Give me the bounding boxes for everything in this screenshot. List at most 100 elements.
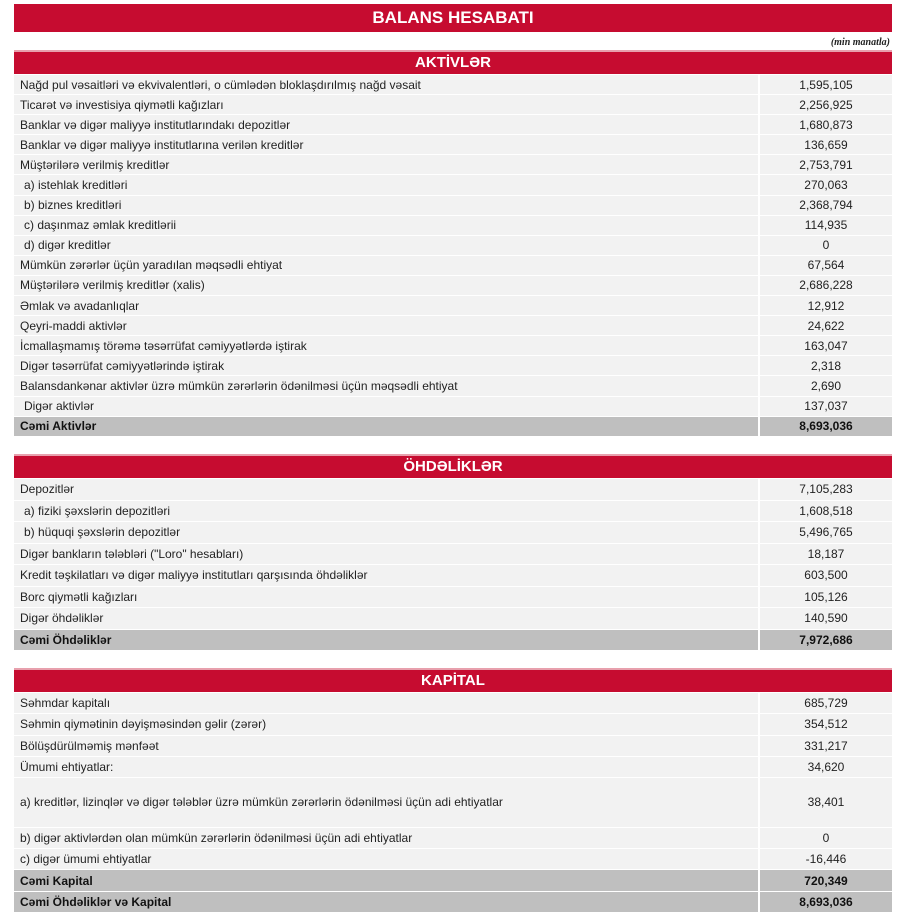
row-label: Qeyri-maddi aktivlər [14, 316, 758, 336]
row-label: Ticarət və investisiya qiymətli kağızlar… [14, 95, 758, 115]
row-label: Bölüşdürülməmiş mənfəət [14, 735, 758, 756]
row-value: 105,126 [760, 586, 892, 607]
table-row: Müştərilərə verilmiş kreditlər 2,753,791 [14, 155, 892, 175]
table-row: b) biznes kreditləri 2,368,794 [14, 195, 892, 215]
row-label: Banklar və digər maliyyə institutlarına … [14, 135, 758, 155]
row-label: Cəmi Kapital [14, 870, 758, 891]
table-row: Digər təsərrüfat cəmiyyətlərində iştirak… [14, 356, 892, 376]
row-label: b) biznes kreditləri [14, 195, 758, 215]
table-row: Bölüşdürülməmiş mənfəət 331,217 [14, 735, 892, 756]
row-label: Digər öhdəliklər [14, 608, 758, 629]
row-label: Nağd pul vəsaitləri və ekvivalentləri, o… [14, 75, 758, 95]
total-row: Cəmi Öhdəliklər və Kapital 8,693,036 [14, 891, 892, 912]
table-row: Banklar və digər maliyyə institutlarına … [14, 135, 892, 155]
row-label: Banklar və digər maliyyə institutlarında… [14, 115, 758, 135]
table-row: Səhmin qiymətinin dəyişməsindən gəlir (z… [14, 714, 892, 735]
row-label: Digər bankların tələbləri ("Loro" hesabl… [14, 543, 758, 564]
table-row: Qeyri-maddi aktivlər 24,622 [14, 316, 892, 336]
table-row: a) kreditlər, lizinqlər və digər tələblə… [14, 778, 892, 827]
row-value: 685,729 [760, 693, 892, 714]
section-header: KAPİTAL [14, 668, 892, 692]
section-liabilities: ÖHDƏLİKLƏR Depozitlər 7,105,283 a) fiziki ş… [14, 454, 892, 650]
total-row: Cəmi Öhdəliklər 7,972,686 [14, 629, 892, 650]
table-row: Mümkün zərərlər üçün yaradılan məqsədli … [14, 255, 892, 275]
table-row: c) daşınmaz əmlak kreditlərii 114,935 [14, 215, 892, 235]
row-label: Kredit təşkilatları və digər maliyyə ins… [14, 565, 758, 586]
row-value: 0 [760, 235, 892, 255]
row-label: Depozitlər [14, 479, 758, 500]
row-value: 2,368,794 [760, 195, 892, 215]
row-label: c) daşınmaz əmlak kreditlərii [14, 215, 758, 235]
row-label: a) istehlak kreditləri [14, 175, 758, 195]
table-row: Digər öhdəliklər 140,590 [14, 608, 892, 629]
row-label: Səhmdar kapitalı [14, 693, 758, 714]
row-label: b) hüquqi şəxslərin depozitlər [14, 522, 758, 543]
row-value: 1,595,105 [760, 75, 892, 95]
row-label: Əmlak və avadanlıqlar [14, 296, 758, 316]
row-value: 5,496,765 [760, 522, 892, 543]
table-row: Borc qiymətli kağızları 105,126 [14, 586, 892, 607]
row-label: Digər təsərrüfat cəmiyyətlərində iştirak [14, 356, 758, 376]
row-label: a) fiziki şəxslərin depozitləri [14, 500, 758, 521]
table-row: d) digər kreditlər 0 [14, 235, 892, 255]
section-capital: KAPİTAL Səhmdar kapitalı 685,729 Səhmin qiy… [14, 668, 892, 912]
table-row: b) digər aktivlərdən olan mümkün zərərlə… [14, 827, 892, 849]
row-value: 24,622 [760, 316, 892, 336]
row-value: 2,686,228 [760, 275, 892, 296]
row-value: 8,693,036 [760, 891, 892, 912]
row-value: 331,217 [760, 735, 892, 756]
table-row: Ticarət və investisiya qiymətli kağızlar… [14, 95, 892, 115]
row-value: 1,608,518 [760, 500, 892, 521]
row-value: 163,047 [760, 336, 892, 356]
row-value: 8,693,036 [760, 416, 892, 436]
row-value: 7,972,686 [760, 629, 892, 650]
row-value: 2,318 [760, 356, 892, 376]
table-row: Digər aktivlər 137,037 [14, 396, 892, 416]
row-label: b) digər aktivlərdən olan mümkün zərərlə… [14, 827, 758, 849]
row-value: 114,935 [760, 215, 892, 235]
table-row: Depozitlər 7,105,283 [14, 479, 892, 500]
table-row: İcmallaşmamış törəmə təsərrüfat cəmiyyət… [14, 336, 892, 356]
row-label: İcmallaşmamış törəmə təsərrüfat cəmiyyət… [14, 336, 758, 356]
row-value: 67,564 [760, 255, 892, 275]
section-assets: AKTİVLƏR Nağd pul vəsaitləri və ekvivalen… [14, 50, 892, 436]
row-value: 34,620 [760, 756, 892, 778]
unit-note: (min manatla) [830, 37, 890, 48]
row-value: 7,105,283 [760, 479, 892, 500]
table-row: Ümumi ehtiyatlar: 34,620 [14, 756, 892, 778]
row-value: 2,753,791 [760, 155, 892, 175]
row-value: 354,512 [760, 714, 892, 735]
row-label: a) kreditlər, lizinqlər və digər tələblə… [14, 778, 758, 827]
row-label: Cəmi Aktivlər [14, 416, 758, 436]
row-label: Cəmi Öhdəliklər [14, 629, 758, 650]
row-value: 2,256,925 [760, 95, 892, 115]
row-value: 38,401 [760, 778, 892, 827]
row-label: Balansdankənar aktivlər üzrə mümkün zərə… [14, 376, 758, 396]
table-row: Əmlak və avadanlıqlar 12,912 [14, 296, 892, 316]
row-value: 12,912 [760, 296, 892, 316]
row-value: 603,500 [760, 565, 892, 586]
total-row: Cəmi Kapital 720,349 [14, 870, 892, 891]
row-label: Müştərilərə verilmiş kreditlər [14, 155, 758, 175]
row-label: d) digər kreditlər [14, 235, 758, 255]
table-row: a) fiziki şəxslərin depozitləri 1,608,518 [14, 500, 892, 521]
table-row: a) istehlak kreditləri 270,063 [14, 175, 892, 195]
table-row: b) hüquqi şəxslərin depozitlər 5,496,765 [14, 522, 892, 543]
row-label: Cəmi Öhdəliklər və Kapital [14, 891, 758, 912]
row-label: Digər aktivlər [14, 396, 758, 416]
row-value: 270,063 [760, 175, 892, 195]
row-value: -16,446 [760, 849, 892, 870]
row-value: 18,187 [760, 543, 892, 564]
section-header: AKTİVLƏR [14, 50, 892, 74]
table-row: c) digər ümumi ehtiyatlar -16,446 [14, 849, 892, 870]
row-value: 136,659 [760, 135, 892, 155]
row-label: Səhmin qiymətinin dəyişməsindən gəlir (z… [14, 714, 758, 735]
table-row: Səhmdar kapitalı 685,729 [14, 693, 892, 714]
row-value: 720,349 [760, 870, 892, 891]
row-value: 0 [760, 827, 892, 849]
row-value: 137,037 [760, 396, 892, 416]
row-label: c) digər ümumi ehtiyatlar [14, 849, 758, 870]
table-row: Müştərilərə verilmiş kreditlər (xalis) 2,… [14, 275, 892, 296]
row-value: 140,590 [760, 608, 892, 629]
row-label: Müştərilərə verilmiş kreditlər (xalis) [14, 275, 758, 296]
